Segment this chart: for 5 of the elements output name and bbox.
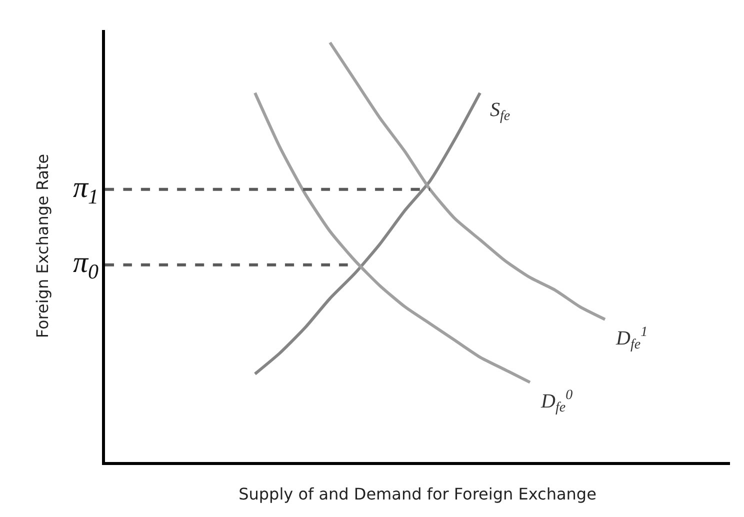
- y-axis-title: Foreign Exchange Rate: [32, 154, 52, 338]
- annotation: π$_{1}$: [73, 171, 99, 208]
- annotation: π$_{0}$: [73, 246, 100, 284]
- x-axis-title: Supply of and Demand for Foreign Exchange: [238, 484, 596, 504]
- series-label: S$_{fe}$: [490, 99, 510, 124]
